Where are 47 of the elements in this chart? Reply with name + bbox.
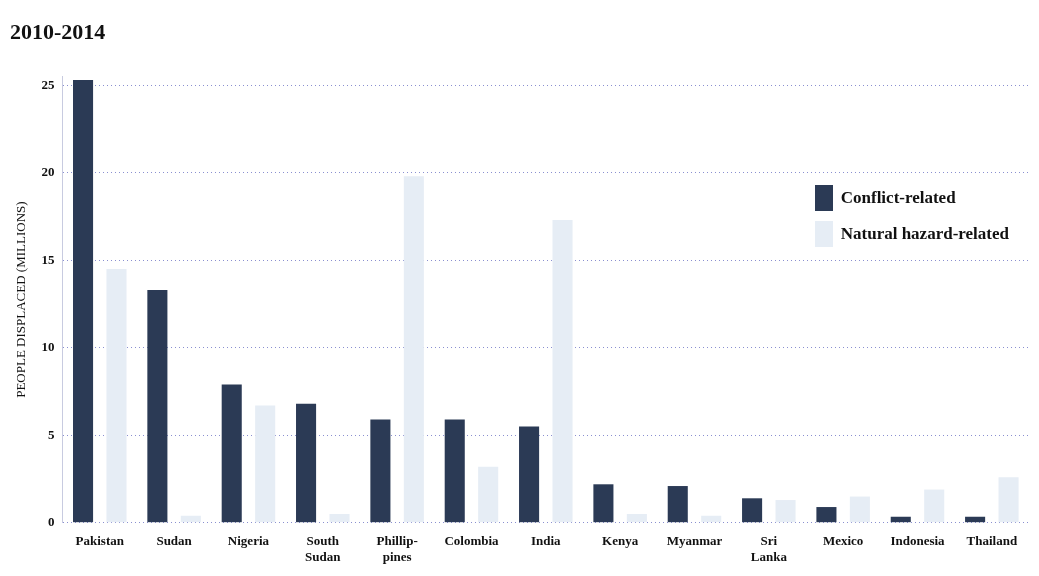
y-tick-label: 25 <box>41 76 56 92</box>
x-tick-label: Indonesia <box>890 532 946 548</box>
bar <box>626 514 647 523</box>
bar <box>478 466 499 523</box>
bar <box>552 219 573 523</box>
bar <box>403 176 424 523</box>
bar <box>924 489 945 523</box>
y-axis-title: PEOPLE DISPLACED (MILLIONS) <box>13 201 29 398</box>
x-tick-label: Thailand <box>966 532 1018 548</box>
x-tick-label: Mexico <box>822 532 864 548</box>
bar <box>221 384 242 523</box>
y-tick-label: 0 <box>48 514 55 530</box>
bar <box>849 496 870 523</box>
x-tick-label: South Sudan <box>305 532 342 564</box>
bar <box>667 486 688 523</box>
bar <box>742 498 763 523</box>
bar <box>775 500 796 523</box>
bar <box>593 484 614 523</box>
bar <box>444 419 465 523</box>
bar <box>147 289 168 523</box>
bar <box>370 419 391 523</box>
x-tick-label: Pakistan <box>75 532 125 548</box>
y-tick-label: 20 <box>41 164 55 180</box>
x-tick-label: Phillip-pines <box>376 532 418 564</box>
bar <box>255 405 276 523</box>
x-tick-label: Sudan <box>156 532 193 548</box>
x-tick-label: Myanmar <box>666 532 723 548</box>
legend-label: Natural hazard-related <box>840 224 1009 244</box>
legend-label: Conflict-related <box>840 188 956 208</box>
bar <box>816 507 837 523</box>
x-tick-label: Sri Lanka <box>750 532 788 564</box>
bar <box>998 477 1019 523</box>
y-tick-label: 5 <box>48 426 56 442</box>
bar <box>106 268 127 523</box>
chart-title: 2010-2014 <box>10 18 106 44</box>
x-tick-label: Colombia <box>444 532 500 548</box>
y-tick-label: 15 <box>41 251 56 267</box>
bar <box>180 515 201 523</box>
x-tick-label: India <box>530 532 562 548</box>
bar <box>73 79 94 523</box>
x-tick-label: Kenya <box>602 532 639 548</box>
y-tick-label: 10 <box>41 339 55 355</box>
bar <box>701 515 722 523</box>
x-tick-label: Nigeria <box>227 532 270 548</box>
bar <box>329 514 350 523</box>
bar <box>519 426 540 523</box>
bar <box>296 403 317 523</box>
